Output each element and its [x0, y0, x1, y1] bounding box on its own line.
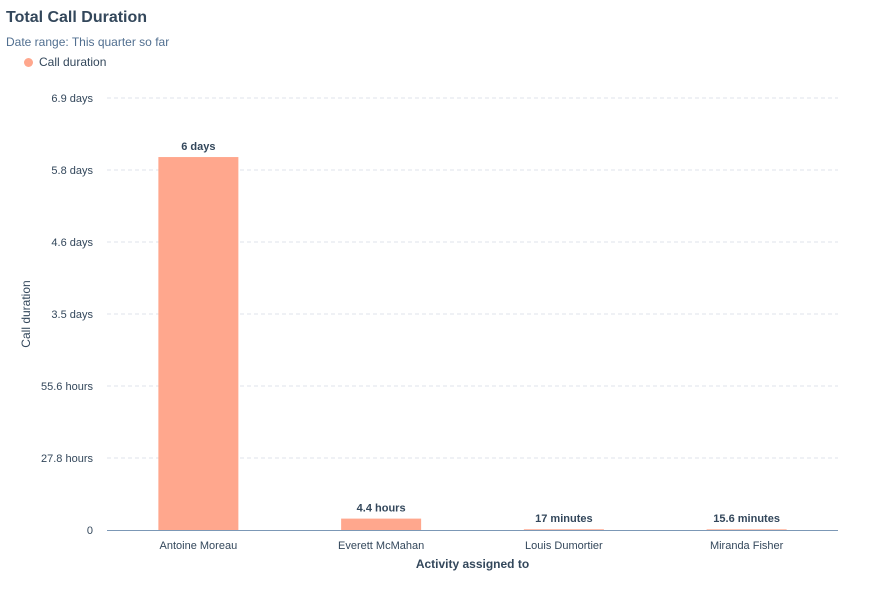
legend-item[interactable]: Call duration: [24, 55, 106, 69]
x-tick-label: Everett McMahan: [338, 540, 424, 552]
y-tick-label: 4.6 days: [51, 237, 93, 249]
chart-subtitle: Date range: This quarter so far: [6, 35, 170, 49]
legend-label: Call duration: [39, 55, 107, 69]
data-label: 4.4 hours: [357, 503, 406, 515]
bar: [523, 529, 604, 530]
bar: [341, 518, 422, 530]
y-tick-label: 55.6 hours: [41, 381, 93, 393]
y-tick-label: 5.8 days: [51, 165, 93, 177]
data-label: 6 days: [181, 141, 215, 153]
y-tick-label: 27.8 hours: [41, 453, 93, 465]
y-tick-label: 0: [87, 525, 93, 537]
legend-swatch: [24, 57, 33, 67]
y-axis-title: Call duration: [19, 280, 33, 347]
y-tick-label: 3.5 days: [51, 309, 93, 321]
bar: [706, 529, 787, 530]
x-tick-label: Miranda Fisher: [710, 540, 784, 552]
x-tick-label: Louis Dumortier: [525, 540, 603, 552]
chart-title: Total Call Duration: [6, 9, 148, 26]
data-label: 15.6 minutes: [713, 513, 780, 525]
bar: [158, 157, 239, 530]
data-label: 17 minutes: [535, 513, 592, 525]
y-tick-label: 6.9 days: [51, 93, 93, 105]
x-axis-title: Activity assigned to: [416, 557, 529, 571]
x-tick-label: Antoine Moreau: [160, 540, 238, 552]
